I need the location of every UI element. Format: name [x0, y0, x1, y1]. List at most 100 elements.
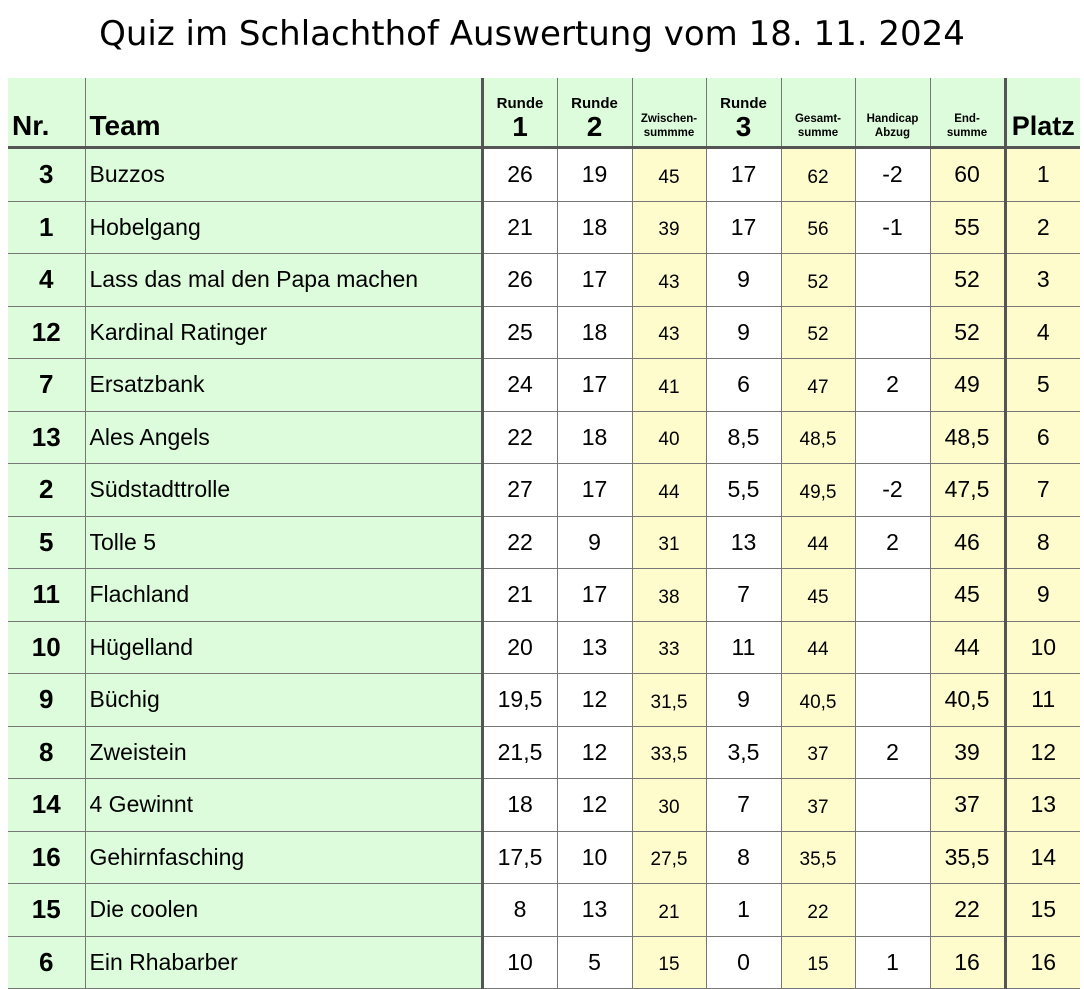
cell-platz: 8 [1004, 515, 1080, 569]
cell-r2: 13 [556, 883, 633, 937]
cell-r3: 0 [705, 935, 782, 989]
cell-r3: 5,5 [705, 463, 782, 517]
cell-team: Hügelland [84, 620, 484, 674]
cell-r3: 9 [705, 253, 782, 307]
header-runde-3: Runde 3 [705, 78, 782, 148]
cell-ges: 52 [780, 305, 856, 359]
cell-r2: 12 [556, 725, 633, 779]
cell-r1: 22 [481, 410, 558, 464]
header-endsumme: End-summe [929, 78, 1007, 148]
cell-hc [854, 620, 931, 674]
cell-platz: 14 [1004, 830, 1080, 884]
cell-r3: 17 [705, 200, 782, 254]
cell-hc [854, 778, 931, 832]
cell-hc: -2 [854, 147, 931, 202]
cell-zw: 43 [631, 305, 707, 359]
table-row: 14 4 Gewinnt 18 12 30 7 37 37 13 [8, 778, 1080, 832]
cell-ges: 35,5 [780, 830, 856, 884]
header-nr: Nr. [8, 78, 86, 148]
cell-nr: 3 [8, 147, 86, 202]
cell-r3: 9 [705, 305, 782, 359]
cell-platz: 6 [1004, 410, 1080, 464]
cell-end: 48,5 [929, 410, 1007, 464]
cell-zw: 30 [631, 778, 707, 832]
cell-nr: 9 [8, 673, 86, 727]
cell-zw: 31,5 [631, 673, 707, 727]
cell-end: 60 [929, 147, 1007, 202]
cell-r2: 17 [556, 253, 633, 307]
table-row: 1 Hobelgang 21 18 39 17 56 -1 55 2 [8, 200, 1080, 254]
cell-r3: 8,5 [705, 410, 782, 464]
cell-end: 49 [929, 358, 1007, 412]
cell-nr: 10 [8, 620, 86, 674]
cell-r1: 18 [481, 778, 558, 832]
cell-zw: 41 [631, 358, 707, 412]
results-table: Nr. Team Runde 1 Runde 2 Zwischen-summme R… [8, 78, 1080, 989]
cell-ges: 48,5 [780, 410, 856, 464]
header-handicap: Handicap Abzug [854, 78, 931, 148]
cell-r3: 11 [705, 620, 782, 674]
cell-zw: 40 [631, 410, 707, 464]
cell-platz: 4 [1004, 305, 1080, 359]
table-row: 8 Zweistein 21,5 12 33,5 3,5 37 2 39 12 [8, 725, 1080, 779]
cell-team: Buzzos [84, 147, 484, 202]
cell-platz: 10 [1004, 620, 1080, 674]
cell-r2: 18 [556, 410, 633, 464]
cell-r1: 10 [481, 935, 558, 989]
cell-nr: 12 [8, 305, 86, 359]
cell-r2: 10 [556, 830, 633, 884]
cell-team: Flachland [84, 568, 484, 622]
cell-hc [854, 410, 931, 464]
table-row: 12 Kardinal Ratinger 25 18 43 9 52 52 4 [8, 305, 1080, 359]
table-row: 6 Ein Rhabarber 10 5 15 0 15 1 16 16 [8, 935, 1080, 989]
cell-team: 4 Gewinnt [84, 778, 484, 832]
cell-end: 55 [929, 200, 1007, 254]
table-row: 11 Flachland 21 17 38 7 45 45 9 [8, 568, 1080, 622]
cell-r3: 6 [705, 358, 782, 412]
cell-nr: 8 [8, 725, 86, 779]
cell-end: 46 [929, 515, 1007, 569]
cell-end: 52 [929, 305, 1007, 359]
cell-r3: 17 [705, 147, 782, 202]
cell-platz: 12 [1004, 725, 1080, 779]
cell-ges: 22 [780, 883, 856, 937]
cell-ges: 44 [780, 515, 856, 569]
cell-end: 52 [929, 253, 1007, 307]
cell-r1: 26 [481, 253, 558, 307]
table-row: 7 Ersatzbank 24 17 41 6 47 2 49 5 [8, 358, 1080, 412]
table-row: 3 Buzzos 26 19 45 17 62 -2 60 1 [8, 147, 1080, 202]
cell-zw: 39 [631, 200, 707, 254]
cell-team: Die coolen [84, 883, 484, 937]
table-row: 9 Büchig 19,5 12 31,5 9 40,5 40,5 11 [8, 673, 1080, 727]
cell-end: 47,5 [929, 463, 1007, 517]
cell-ges: 56 [780, 200, 856, 254]
table-row: 10 Hügelland 20 13 33 11 44 44 10 [8, 620, 1080, 674]
cell-zw: 15 [631, 935, 707, 989]
cell-team: Kardinal Ratinger [84, 305, 484, 359]
cell-r1: 27 [481, 463, 558, 517]
cell-end: 35,5 [929, 830, 1007, 884]
cell-team: Lass das mal den Papa machen [84, 253, 484, 307]
cell-r2: 12 [556, 778, 633, 832]
cell-r2: 17 [556, 568, 633, 622]
cell-platz: 7 [1004, 463, 1080, 517]
cell-zw: 21 [631, 883, 707, 937]
cell-platz: 2 [1004, 200, 1080, 254]
cell-r1: 26 [481, 147, 558, 202]
cell-zw: 33,5 [631, 725, 707, 779]
cell-r1: 17,5 [481, 830, 558, 884]
cell-end: 22 [929, 883, 1007, 937]
cell-ges: 15 [780, 935, 856, 989]
header-runde-1: Runde 1 [481, 78, 558, 148]
cell-nr: 1 [8, 200, 86, 254]
cell-r1: 24 [481, 358, 558, 412]
cell-hc [854, 830, 931, 884]
cell-r2: 17 [556, 358, 633, 412]
cell-zw: 31 [631, 515, 707, 569]
header-runde-2: Runde 2 [556, 78, 633, 148]
cell-zw: 45 [631, 147, 707, 202]
cell-r3: 1 [705, 883, 782, 937]
cell-r3: 8 [705, 830, 782, 884]
cell-hc: 2 [854, 358, 931, 412]
cell-r2: 5 [556, 935, 633, 989]
